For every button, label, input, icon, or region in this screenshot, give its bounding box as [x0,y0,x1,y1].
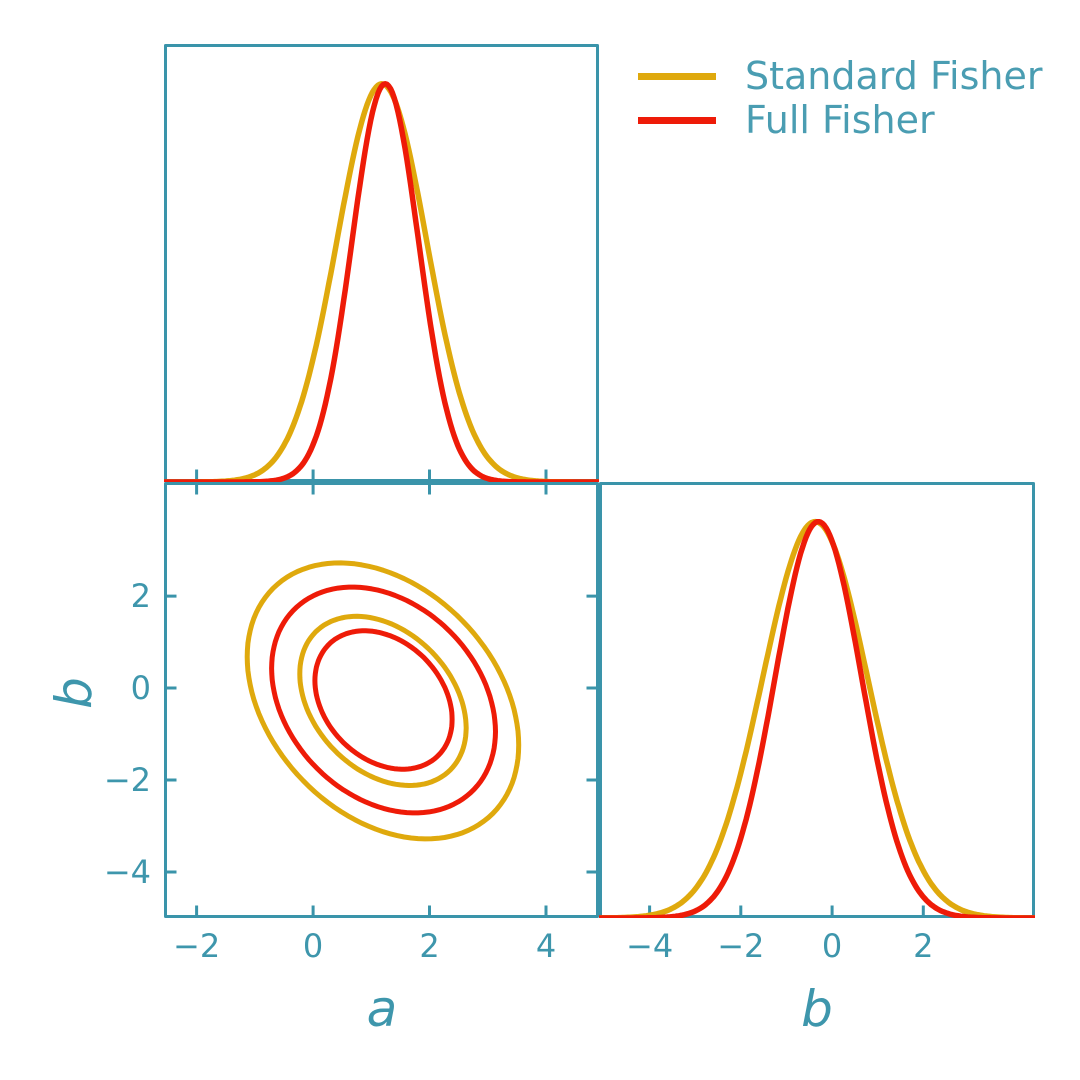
standard-fisher-curve [164,81,599,482]
marginal-b-panel [599,482,1035,918]
standard-fisher-contour-level-1 [297,613,469,788]
joint-ab-contour-panel [164,482,599,918]
x-tick-label: −2 [173,927,221,965]
x-tick-label: 2 [913,927,934,965]
legend-label-standard-fisher: Standard Fisher [745,54,1043,98]
legend-item-standard-fisher: Standard Fisher [638,54,1043,98]
axis-spines [599,482,1035,918]
full-fisher-contour-level-1 [312,628,455,772]
x-tick-label: 2 [419,927,440,965]
y-tick-label: −2 [103,761,151,800]
x-axis-label-b: b [801,980,833,1038]
legend-label-full-fisher: Full Fisher [745,98,935,142]
y-tick-label: 2 [130,577,151,616]
y-axis-label-b: b [45,677,103,709]
standard-fisher-curve [599,518,1035,918]
standard-fisher-contour-level-2 [244,560,522,842]
full-fisher-curve [599,518,1035,918]
tick-marks [195,469,548,481]
full-fisher-curve [164,81,599,482]
full-fisher-line-swatch [638,116,716,124]
tick-marks [165,483,598,917]
y-tick-label: −4 [103,853,151,891]
standard-fisher-line-swatch [638,72,716,80]
x-tick-label: −4 [626,927,674,965]
marginal-a-panel [164,44,599,482]
legend: Standard Fisher Full Fisher [638,54,1043,142]
y-tick-label: 0 [130,669,151,708]
x-tick-label: 0 [302,927,324,965]
axis-spines [164,44,599,482]
x-tick-label: −2 [717,927,765,965]
axis-spines [164,482,599,918]
x-axis-label-a: a [366,980,398,1038]
full-fisher-contour-level-2 [269,584,498,816]
x-tick-label: 0 [821,927,843,965]
x-tick-label: 4 [535,927,557,965]
tick-marks [648,905,925,917]
legend-item-full-fisher: Full Fisher [638,98,1043,142]
